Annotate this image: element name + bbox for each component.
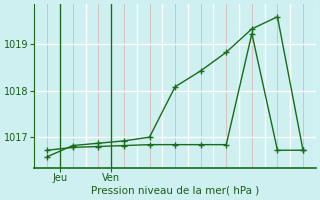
X-axis label: Pression niveau de la mer( hPa ): Pression niveau de la mer( hPa ) (91, 186, 259, 196)
